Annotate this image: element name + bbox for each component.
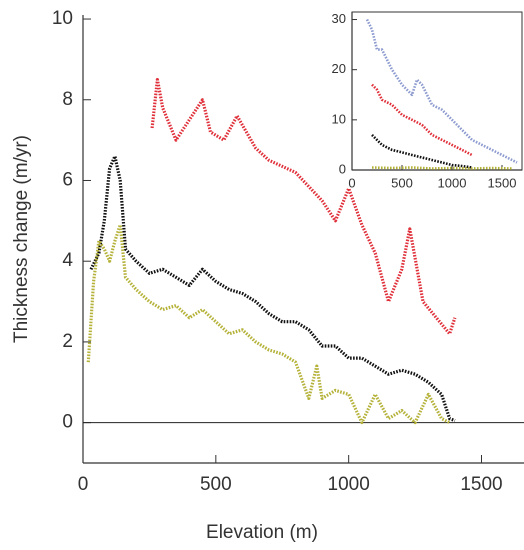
x-tick-label: 1000 (328, 474, 370, 495)
series-line (86, 223, 451, 425)
y-tick-label: 30 (332, 11, 346, 26)
series-line (89, 154, 456, 423)
series-line (371, 83, 473, 157)
x-tick-label: 1500 (460, 474, 502, 495)
y-tick-label: 10 (52, 8, 73, 29)
y-tick-label: 8 (62, 89, 73, 110)
main-chart: Elevation (m) Thickness change (m/yr) 0 5… (11, 8, 524, 543)
x-tick-label: 0 (78, 474, 89, 495)
y-tick-label: 0 (62, 412, 73, 433)
x-tick-label: 0 (348, 175, 355, 190)
series-line (365, 18, 518, 164)
y-tick-label: 20 (332, 61, 346, 76)
y-tick-label: 0 (339, 161, 346, 176)
series-line (371, 133, 473, 169)
inset-frame (351, 11, 523, 171)
inset-chart: 0 500 1000 1500 0 10 20 30 (332, 11, 523, 190)
y-tick-label: 2 (62, 331, 73, 352)
x-tick-label: 1000 (438, 175, 467, 190)
x-axis-label: Elevation (m) (206, 522, 318, 543)
x-tick-label: 500 (391, 175, 413, 190)
series-line (371, 166, 513, 170)
y-tick-label: 10 (332, 111, 346, 126)
x-tick-label: 1500 (488, 175, 517, 190)
series-line (150, 78, 457, 336)
y-tick-label: 4 (62, 250, 73, 271)
x-tick-label: 500 (200, 474, 232, 495)
y-axis-label: Thickness change (m/yr) (11, 135, 32, 343)
y-tick-label: 6 (62, 169, 73, 190)
